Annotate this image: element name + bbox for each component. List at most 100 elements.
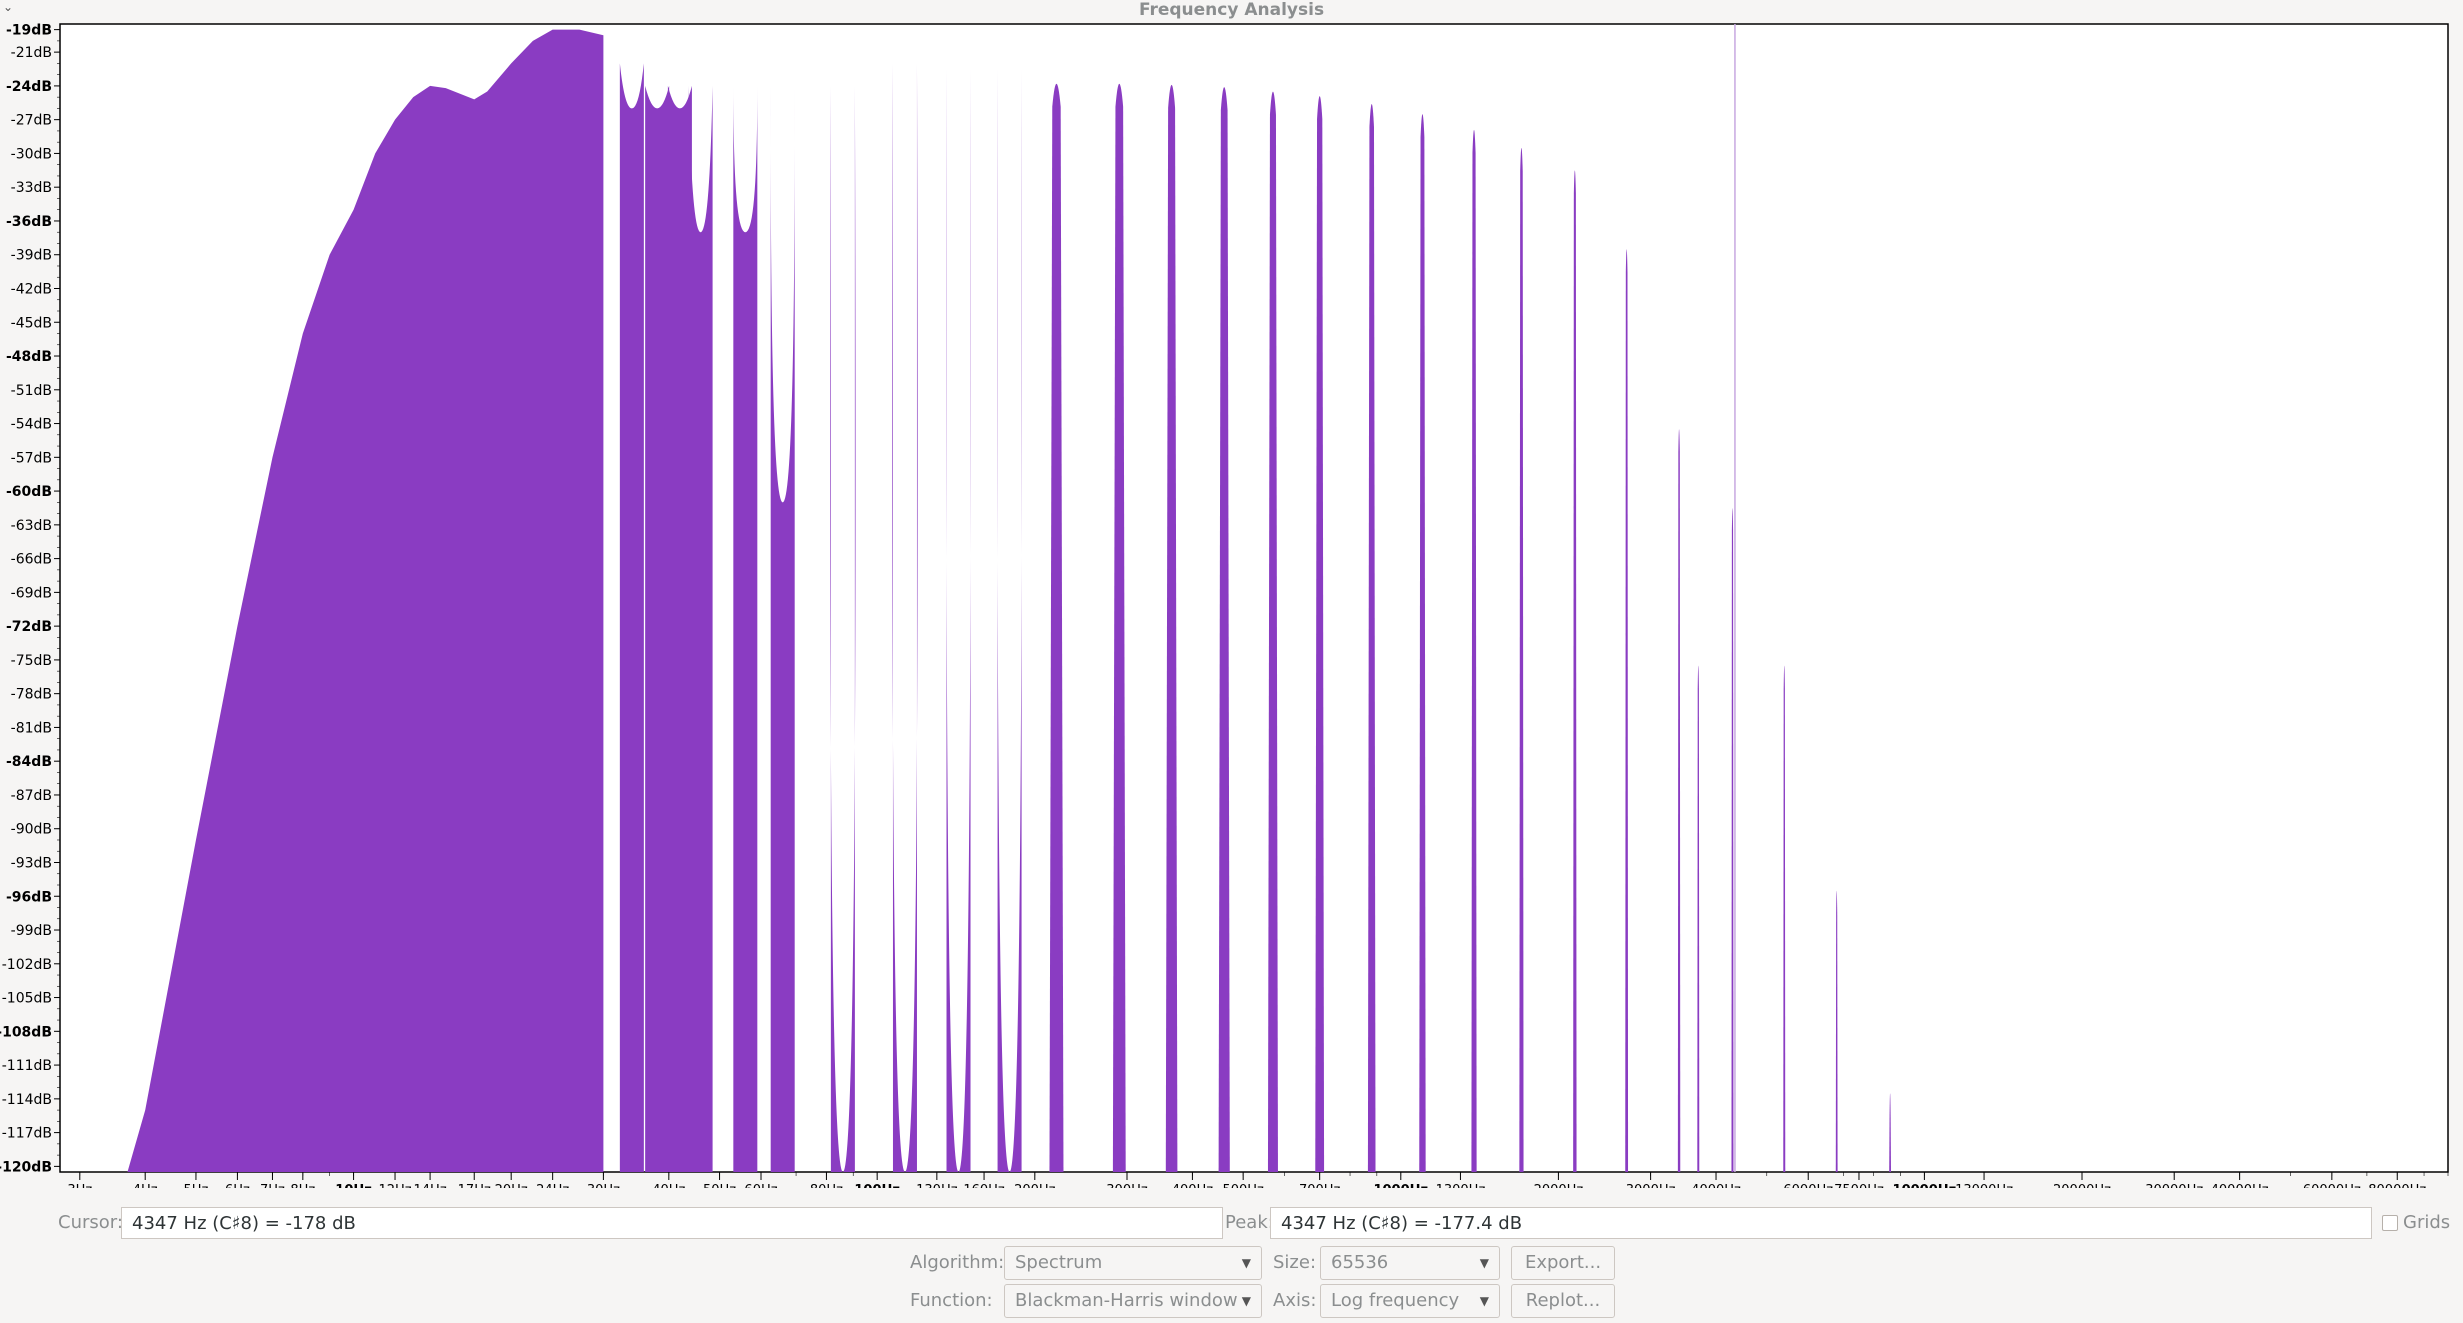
x-tick-label: 400Hz bbox=[1172, 1183, 1214, 1188]
grids-label[interactable]: Grids bbox=[2403, 1212, 2451, 1233]
harmonic-peak bbox=[1165, 84, 1178, 1172]
harmonic-peak bbox=[1731, 508, 1734, 1172]
y-tick-label: -96dB bbox=[6, 889, 52, 905]
y-tick-label: -90dB bbox=[11, 822, 52, 838]
x-tick-label: 100Hz bbox=[854, 1183, 900, 1188]
y-tick-label: -42dB bbox=[11, 281, 52, 297]
algorithm-label: Algorithm: bbox=[910, 1252, 1005, 1273]
harmonic-peak bbox=[1218, 87, 1230, 1172]
function-label: Function: bbox=[910, 1290, 993, 1311]
y-tick-label: -36dB bbox=[6, 214, 52, 230]
x-tick-label: 10Hz bbox=[335, 1183, 372, 1188]
x-tick-label: 500Hz bbox=[1222, 1183, 1264, 1188]
harmonic-peak bbox=[1835, 890, 1838, 1172]
y-tick-label: -120dB bbox=[0, 1159, 52, 1175]
x-tick-label: 7500Hz bbox=[1834, 1183, 1884, 1188]
harmonic-peak bbox=[1677, 429, 1681, 1172]
y-tick-label: -30dB bbox=[11, 146, 52, 162]
spectrum-lobe bbox=[946, 69, 971, 1172]
window-menu-icon[interactable]: ⌄ bbox=[3, 0, 14, 14]
spectrum-lobe bbox=[619, 63, 644, 1172]
harmonic-peak bbox=[1519, 147, 1524, 1172]
y-tick-label: -114dB bbox=[2, 1092, 52, 1108]
x-tick-label: 14Hz bbox=[414, 1183, 447, 1188]
x-tick-label: 6000Hz bbox=[1783, 1183, 1833, 1188]
replot-button[interactable]: Replot... bbox=[1511, 1284, 1615, 1318]
y-tick-label: -111dB bbox=[2, 1058, 52, 1074]
cursor-readout: 4347 Hz (C♯8) = -178 dB bbox=[121, 1207, 1223, 1239]
x-tick-label: 12Hz bbox=[378, 1183, 411, 1188]
x-tick-label: 200Hz bbox=[1014, 1183, 1056, 1188]
x-tick-label: 20Hz bbox=[495, 1183, 528, 1188]
x-tick-label: 17Hz bbox=[458, 1183, 491, 1188]
y-tick-label: -51dB bbox=[11, 383, 52, 399]
peak-readout: 4347 Hz (C♯8) = -177.4 dB bbox=[1270, 1207, 2372, 1239]
x-tick-label: 300Hz bbox=[1106, 1183, 1148, 1188]
x-tick-label: 160Hz bbox=[963, 1183, 1005, 1188]
x-tick-label: 50Hz bbox=[703, 1183, 736, 1188]
y-tick-label: -105dB bbox=[2, 991, 52, 1007]
x-tick-label: 40000Hz bbox=[2211, 1183, 2269, 1188]
function-select[interactable]: Blackman-Harris window ▼ bbox=[1004, 1284, 1262, 1318]
y-tick-label: -48dB bbox=[6, 349, 52, 365]
axis-select[interactable]: Log frequency ▼ bbox=[1320, 1284, 1500, 1318]
y-tick-label: -54dB bbox=[11, 417, 52, 433]
spectrum-envelope bbox=[127, 29, 604, 1173]
y-tick-label: -21dB bbox=[11, 45, 52, 61]
y-tick-label: -75dB bbox=[11, 653, 52, 669]
algorithm-value: Spectrum bbox=[1015, 1252, 1103, 1273]
y-tick-label: -60dB bbox=[6, 484, 52, 500]
x-tick-label: 130Hz bbox=[916, 1183, 958, 1188]
size-select[interactable]: 65536 ▼ bbox=[1320, 1246, 1500, 1280]
grids-checkbox[interactable] bbox=[2382, 1215, 2398, 1231]
spectrum-plot[interactable]: -19dB -21dB -24dB -27dB -30dB -33dB -36dB -39dB… bbox=[0, 18, 2463, 1188]
y-tick-label: -57dB bbox=[11, 450, 52, 466]
x-tick-label: 1300Hz bbox=[1436, 1183, 1486, 1188]
chevron-down-icon: ▼ bbox=[1241, 1294, 1251, 1308]
y-tick-label: -33dB bbox=[11, 180, 52, 196]
x-tick-label: 4Hz bbox=[133, 1183, 158, 1188]
x-tick-label: 20000Hz bbox=[2053, 1183, 2111, 1188]
y-tick-label: -84dB bbox=[6, 754, 52, 770]
spectrum-lobe bbox=[892, 63, 918, 1172]
y-tick-label: -99dB bbox=[11, 923, 52, 939]
y-tick-label: -63dB bbox=[11, 518, 52, 534]
spectrum-lobe bbox=[770, 85, 795, 1172]
x-tick-label: 13000Hz bbox=[1955, 1183, 2013, 1188]
spectrum-lobe bbox=[830, 85, 856, 1172]
harmonic-peak bbox=[1625, 249, 1629, 1172]
x-tick-label: 3Hz bbox=[67, 1183, 92, 1188]
x-tick-label: 7Hz bbox=[260, 1183, 285, 1188]
x-tick-label: 5Hz bbox=[184, 1183, 209, 1188]
harmonic-peak bbox=[1783, 665, 1786, 1172]
y-tick-label: -81dB bbox=[11, 720, 52, 736]
x-tick-label: 30000Hz bbox=[2145, 1183, 2203, 1188]
y-tick-label: -24dB bbox=[6, 79, 52, 95]
harmonic-peak bbox=[1573, 170, 1577, 1172]
cursor-label: Cursor: bbox=[58, 1212, 123, 1233]
size-value: 65536 bbox=[1331, 1252, 1389, 1273]
x-tick-label: 2000Hz bbox=[1534, 1183, 1584, 1188]
x-tick-label: 8Hz bbox=[290, 1183, 315, 1188]
x-tick-label: 1000Hz bbox=[1373, 1183, 1428, 1188]
spectrum-lobe bbox=[688, 85, 713, 1172]
axis-value: Log frequency bbox=[1331, 1290, 1460, 1311]
harmonic-peak bbox=[1315, 96, 1325, 1172]
y-tick-label: -39dB bbox=[11, 248, 52, 264]
spectrum-lobe bbox=[645, 85, 670, 1172]
spectrum-lobe bbox=[997, 69, 1022, 1172]
window-title: Frequency Analysis bbox=[1138, 0, 1325, 20]
y-tick-label: -27dB bbox=[11, 113, 52, 129]
y-tick-label: -72dB bbox=[6, 619, 52, 635]
y-tick-label: -69dB bbox=[11, 585, 52, 601]
algorithm-select[interactable]: Spectrum ▼ bbox=[1004, 1246, 1262, 1280]
x-tick-label: 3000Hz bbox=[1626, 1183, 1676, 1188]
x-tick-label: 4000Hz bbox=[1691, 1183, 1741, 1188]
x-tick-label: 80000Hz bbox=[2368, 1183, 2426, 1188]
export-button[interactable]: Export... bbox=[1511, 1246, 1615, 1280]
x-tick-label: 60Hz bbox=[744, 1183, 777, 1188]
x-tick-label: 60000Hz bbox=[2303, 1183, 2361, 1188]
harmonic-peak bbox=[1049, 83, 1064, 1172]
harmonic-peak bbox=[1112, 83, 1126, 1172]
y-tick-label: -66dB bbox=[11, 552, 52, 568]
